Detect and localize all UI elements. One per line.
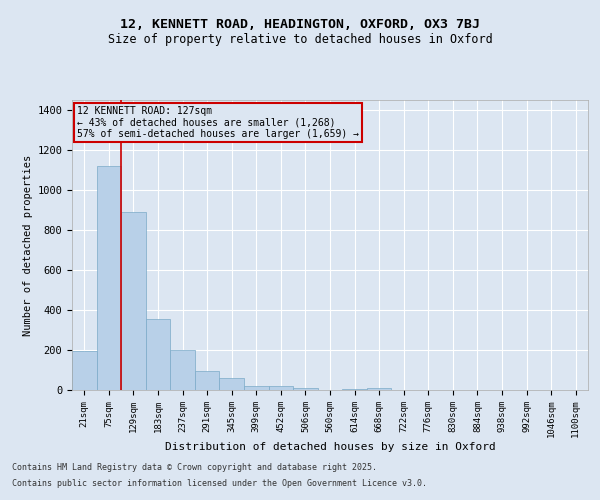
- Bar: [72, 351, 97, 390]
- Bar: [121, 212, 146, 390]
- Text: Contains HM Land Registry data © Crown copyright and database right 2025.: Contains HM Land Registry data © Crown c…: [12, 464, 377, 472]
- Text: 12, KENNETT ROAD, HEADINGTON, OXFORD, OX3 7BJ: 12, KENNETT ROAD, HEADINGTON, OXFORD, OX…: [120, 18, 480, 30]
- Bar: [170, 350, 195, 390]
- Y-axis label: Number of detached properties: Number of detached properties: [23, 154, 33, 336]
- Bar: [146, 319, 170, 390]
- Text: 12 KENNETT ROAD: 127sqm
← 43% of detached houses are smaller (1,268)
57% of semi: 12 KENNETT ROAD: 127sqm ← 43% of detache…: [77, 106, 359, 139]
- Text: Size of property relative to detached houses in Oxford: Size of property relative to detached ho…: [107, 32, 493, 46]
- Bar: [220, 378, 244, 390]
- Text: Contains public sector information licensed under the Open Government Licence v3: Contains public sector information licen…: [12, 478, 427, 488]
- Bar: [342, 389, 367, 390]
- Bar: [269, 386, 293, 390]
- Bar: [97, 166, 121, 390]
- Bar: [367, 388, 391, 390]
- Bar: [293, 388, 318, 390]
- X-axis label: Distribution of detached houses by size in Oxford: Distribution of detached houses by size …: [164, 442, 496, 452]
- Bar: [244, 386, 269, 390]
- Bar: [195, 371, 220, 390]
